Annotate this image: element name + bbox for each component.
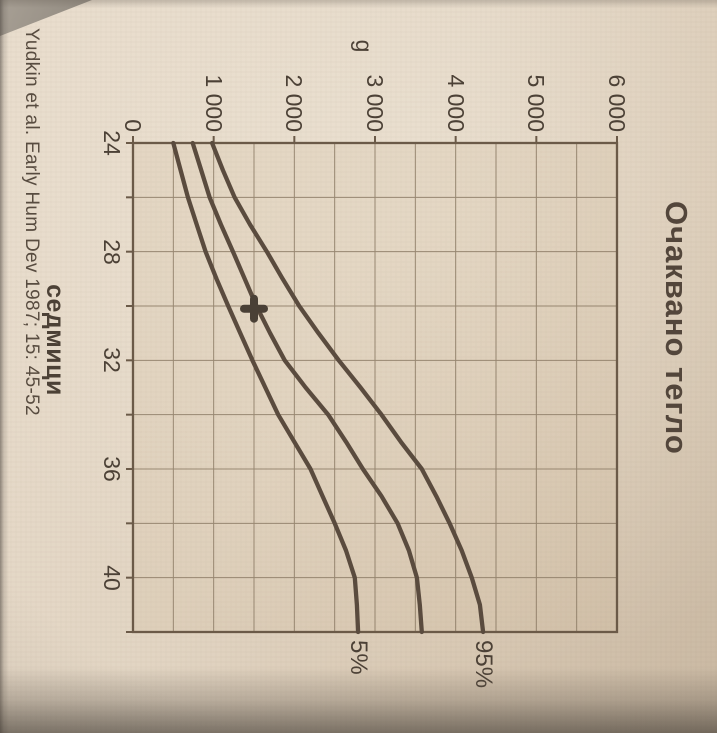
chart-title: Очаквано тегло xyxy=(659,201,694,455)
curve-end-label: 95% xyxy=(470,640,497,689)
x-tick-label: 24 xyxy=(99,130,125,156)
y-tick-label: 2 000 xyxy=(281,74,307,132)
x-tick-label: 40 xyxy=(99,565,125,591)
x-tick-label: 36 xyxy=(99,456,125,482)
x-tick-label: 28 xyxy=(99,239,125,265)
y-tick-label: 3 000 xyxy=(362,74,388,132)
y-tick-label: 6 000 xyxy=(604,74,630,132)
y-tick-label: 4 000 xyxy=(443,74,469,132)
curve-end-label: 5% xyxy=(345,640,372,675)
citation: Yudkin et al. Early Hum Dev 1987; 15: 45… xyxy=(21,28,42,416)
y-tick-label: 1 000 xyxy=(201,74,227,132)
x-axis-label: седмици xyxy=(41,284,69,396)
y-tick-label: 5 000 xyxy=(523,74,549,132)
x-tick-label: 32 xyxy=(99,347,125,373)
